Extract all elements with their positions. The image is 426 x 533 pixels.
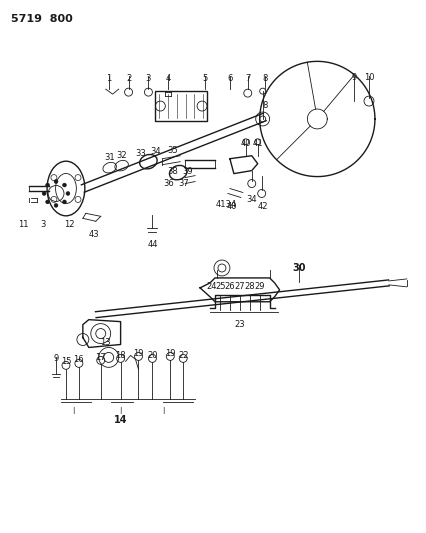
Text: 7: 7: [245, 74, 250, 83]
Text: 10: 10: [363, 73, 373, 82]
Text: 4134: 4134: [215, 200, 236, 209]
Bar: [155, 91, 207, 121]
Text: 13: 13: [100, 337, 111, 346]
Circle shape: [54, 180, 58, 183]
Text: 3: 3: [40, 220, 46, 229]
Text: 2: 2: [126, 74, 131, 83]
Text: 8: 8: [262, 74, 267, 83]
Text: 9: 9: [53, 354, 58, 364]
Circle shape: [62, 183, 66, 187]
Text: 6: 6: [227, 74, 232, 83]
Text: 42: 42: [257, 203, 267, 212]
Text: 12: 12: [63, 220, 74, 229]
Text: 41: 41: [252, 139, 262, 148]
Text: 31: 31: [104, 153, 115, 161]
Text: 28: 28: [244, 282, 254, 291]
Text: |: |: [119, 407, 121, 414]
Circle shape: [66, 191, 70, 196]
Text: 16: 16: [73, 356, 84, 365]
Text: |: |: [72, 407, 74, 414]
Circle shape: [42, 191, 46, 196]
Text: 33: 33: [135, 149, 146, 158]
Text: 18: 18: [115, 351, 126, 360]
Circle shape: [54, 204, 58, 207]
Text: 36: 36: [163, 179, 173, 188]
Text: 26: 26: [224, 282, 235, 291]
Text: 35: 35: [167, 146, 177, 155]
Circle shape: [46, 200, 49, 204]
Circle shape: [62, 200, 66, 204]
Text: 43: 43: [88, 230, 99, 239]
Text: 8: 8: [262, 101, 267, 110]
Text: 22: 22: [178, 351, 188, 360]
Text: 27: 27: [234, 282, 245, 291]
Text: 24: 24: [206, 282, 217, 291]
Text: 40: 40: [226, 203, 236, 212]
Text: 15: 15: [60, 358, 71, 366]
Text: 19: 19: [133, 350, 144, 359]
Text: 34: 34: [246, 196, 256, 205]
Text: |: |: [162, 407, 164, 414]
Text: 3: 3: [145, 74, 151, 83]
Text: 14: 14: [114, 415, 127, 425]
Text: 38: 38: [167, 167, 177, 176]
Text: 4: 4: [165, 74, 170, 83]
Text: 32: 32: [116, 151, 127, 160]
Text: 30: 30: [292, 263, 305, 273]
Text: 23: 23: [234, 320, 245, 329]
Text: 5: 5: [202, 74, 207, 83]
Text: 9: 9: [351, 73, 356, 82]
Text: 39: 39: [181, 167, 192, 176]
Text: 17: 17: [95, 353, 106, 362]
Text: 44: 44: [147, 240, 157, 249]
Text: 20: 20: [147, 351, 157, 360]
Text: 11: 11: [18, 220, 29, 229]
Text: 5719  800: 5719 800: [12, 14, 73, 23]
Text: 29: 29: [254, 282, 264, 291]
Text: 34: 34: [150, 147, 160, 156]
Text: 1: 1: [106, 74, 111, 83]
Text: 25: 25: [215, 282, 226, 291]
Circle shape: [46, 183, 49, 187]
Text: 19: 19: [164, 350, 175, 359]
Text: 40: 40: [240, 139, 250, 148]
Text: 37: 37: [177, 179, 188, 188]
